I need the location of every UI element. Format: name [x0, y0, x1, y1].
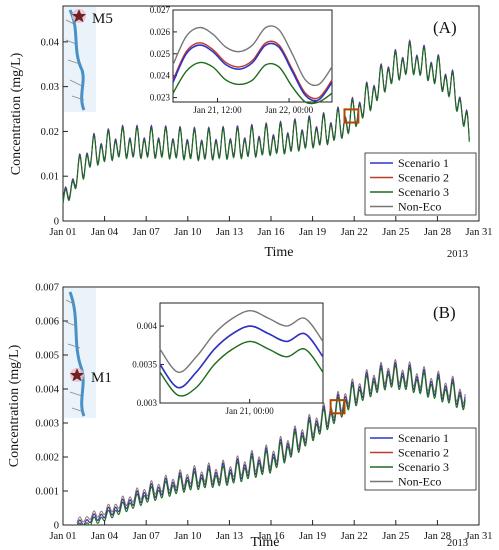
highlight-box-a [343, 108, 360, 124]
series-lines-b [76, 358, 466, 526]
x-tick-label: Jan 31 [465, 227, 492, 238]
station-label-b: M1 [91, 370, 112, 386]
panel-label-b: (B) [433, 303, 456, 322]
x-tick-label: Jan 28 [424, 227, 451, 238]
panel-a: M5 (A) 00.010.020.030.04 Jan 01 Jan 04 Jan… [9, 5, 493, 260]
x-tick-label: Jan 01 [49, 531, 76, 542]
y-axis-a: 0 0.01 0.02 0.03 0.04 [41, 37, 68, 228]
x-tick-label: Jan 22 [341, 531, 368, 542]
inset-y-tick-label: 0.024 [150, 71, 171, 81]
y-tick-label: 0.007 [35, 283, 59, 294]
y-tick-label: 0.005 [35, 351, 59, 362]
year-label-a: 2013 [447, 249, 468, 260]
inset-y-tick-label: 0.004 [137, 321, 158, 331]
station-marker-b [69, 368, 85, 382]
legend-entry: Scenario 2 [398, 446, 449, 460]
y-tick-label: 0.003 [35, 419, 59, 430]
series-line-scenario-3 [62, 41, 470, 205]
x-tick-label: Jan 04 [91, 227, 119, 238]
legend-entry: Scenario 2 [398, 171, 449, 185]
inset-y-tick-label: 0.026 [150, 27, 171, 37]
x-tick-label: Jan 25 [382, 531, 409, 542]
series-line-scenario-3 [76, 364, 466, 526]
y-tick-label: 0.02 [41, 127, 59, 138]
y-tick-label: 0.03 [41, 82, 59, 93]
series-lines-a [62, 38, 470, 205]
x-axis-label-b: Time [250, 535, 279, 550]
y-tick-label: 0.001 [35, 487, 59, 498]
x-tick-label: Jan 13 [216, 531, 243, 542]
inset-line-scenario-1 [159, 325, 324, 389]
x-tick-label: Jan 07 [133, 227, 160, 238]
legend-entry: Scenario 1 [398, 431, 449, 445]
y-tick-label: 0.004 [35, 385, 59, 396]
inset-line-scenario-3 [159, 340, 324, 397]
star-icon [69, 368, 85, 382]
map-thumbnail-a [64, 7, 96, 112]
inset-y-tick-label: 0.003 [137, 398, 158, 408]
inset-y-tick-label: 0.023 [150, 93, 171, 103]
inset-x-tick-label: Jan 21, 12:00 [193, 105, 242, 115]
x-tick-label: Jan 31 [465, 531, 492, 542]
x-tick-label: Jan 01 [49, 227, 76, 238]
x-tick-label: Jan 07 [133, 531, 160, 542]
x-tick-label: Jan 16 [257, 531, 284, 542]
inset-line-scenario-2 [172, 40, 333, 100]
map-thumbnail-b [64, 288, 96, 418]
inset-a: 0.023 0.024 0.025 0.026 0.027 Jan 21, 12:00 Ja… [150, 5, 333, 115]
panel-label-a: (A) [433, 18, 457, 37]
inset-line-scenario-3 [172, 61, 333, 105]
station-marker-a [71, 9, 87, 23]
y-axis-b: 0 0.001 0.002 0.003 0.004 0.005 0.006 0.007 [35, 283, 68, 532]
highlight-box-b [329, 399, 346, 415]
x-tick-label: Jan 19 [299, 531, 326, 542]
legend-entry: Non-Eco [398, 200, 441, 214]
legend-entry: Non-Eco [398, 475, 441, 489]
y-tick-label: 0.01 [41, 172, 59, 183]
y-axis-label-a: Concentration (mg/L) [9, 52, 24, 175]
x-tick-label: Jan 25 [382, 227, 409, 238]
x-tick-label: Jan 19 [299, 227, 326, 238]
y-tick-label: 0 [54, 217, 59, 228]
y-tick-label: 0.04 [41, 37, 60, 48]
x-axis-label-a: Time [264, 245, 293, 260]
inset-y-tick-label: 0.0035 [132, 360, 157, 370]
star-icon [71, 9, 87, 23]
y-tick-label: 0 [54, 521, 59, 532]
inset-line-non-eco [159, 309, 324, 373]
inset-x-tick-label: Jan 21, 00:00 [226, 406, 275, 416]
inset-x-tick-label: Jan 22, 00:00 [265, 105, 314, 115]
panel-b: M1 (B) 0 0.001 0.002 0.003 0.004 0.005 0.006 0.… [7, 283, 493, 550]
inset-y-tick-label: 0.025 [150, 49, 171, 59]
inset-frame [159, 302, 324, 404]
x-tick-label: Jan 16 [257, 227, 284, 238]
x-axis-a: Jan 01 Jan 04 Jan 07 Jan 10 Jan 13 Jan 16 Jan … [49, 216, 493, 238]
inset-b: 0.003 0.0035 0.004 Jan 21, 00:00 [132, 302, 324, 416]
x-tick-label: Jan 22 [341, 227, 368, 238]
x-tick-label: Jan 04 [91, 531, 119, 542]
station-label-a: M5 [92, 11, 113, 27]
legend-entry: Scenario 3 [398, 185, 449, 199]
x-tick-label: Jan 13 [216, 227, 243, 238]
inset-line-non-eco [172, 25, 333, 87]
inset-y-tick-label: 0.027 [150, 5, 171, 15]
y-tick-label: 0.002 [35, 453, 59, 464]
x-tick-label: Jan 28 [424, 531, 451, 542]
year-label-b: 2013 [447, 538, 468, 549]
inset-line-scenario-1 [172, 42, 333, 102]
y-tick-label: 0.006 [35, 317, 59, 328]
x-tick-label: Jan 10 [174, 531, 201, 542]
legend-entry: Scenario 3 [398, 460, 449, 474]
inset-frame [172, 9, 333, 103]
y-axis-label-b: Concentration (mg/L) [7, 344, 22, 467]
legend-entry: Scenario 1 [398, 156, 449, 170]
x-axis-b: Jan 01 Jan 04 Jan 07 Jan 10 Jan 13 Jan 16 Jan … [49, 520, 493, 542]
x-tick-label: Jan 10 [174, 227, 201, 238]
